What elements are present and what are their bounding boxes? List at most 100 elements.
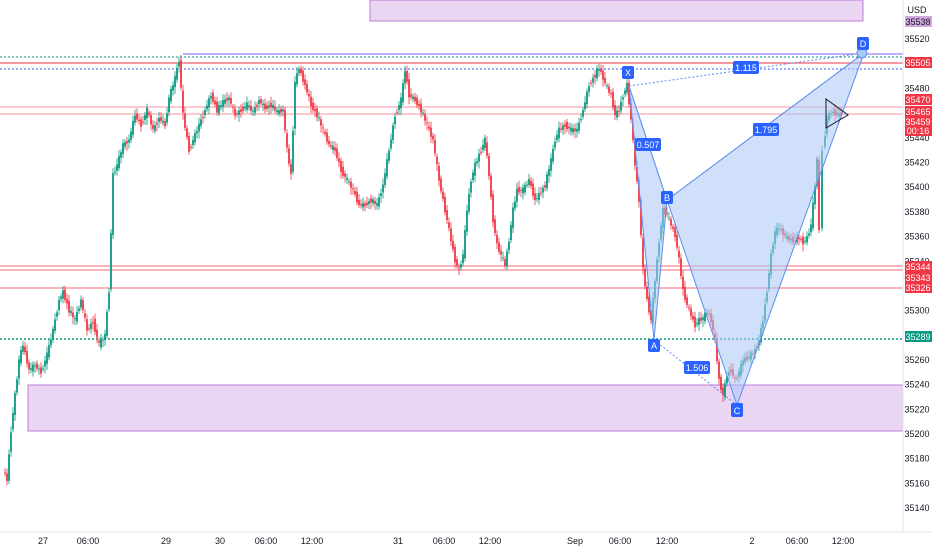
candle-body [494,219,496,234]
candle-body [458,267,460,269]
pattern-point-x[interactable]: X [622,66,634,79]
pattern-point-a[interactable]: A [648,339,660,352]
candle-body [380,193,382,196]
candle-body [250,105,252,111]
candle-body [10,432,12,452]
candle-body [92,322,94,324]
candle-body [614,105,616,115]
candle-body [90,323,92,329]
candle-body [52,328,54,340]
candle-body [678,250,680,258]
candle-body [604,78,606,83]
candle-body [374,200,376,204]
time-label: 27 [38,536,48,546]
pattern-point-c[interactable]: C [731,403,743,417]
candle-body [474,162,476,176]
candle-body [22,345,24,352]
pattern-point-x-label: X [625,68,631,78]
candle-body [418,104,420,107]
ratio-ac[interactable]: 1.506 [684,361,710,374]
candle-body [566,121,568,130]
time-scale[interactable]: 27 06:00 29 30 06:00 12:00 31 06:00 12:00 Sep 06:0… [0,531,932,546]
candle-body [138,119,140,121]
candle-body [466,210,468,232]
candle-body [404,71,406,84]
candle-body [556,135,558,140]
candle-body [208,98,210,108]
candle-body [326,132,328,142]
candle-body [448,222,450,229]
candle-body [590,82,592,84]
ratio-xd[interactable]: 1.115 [733,61,759,74]
candle-body [362,203,364,208]
time-label: Sep [567,536,583,546]
candle-body [276,110,278,113]
candle-body [80,299,82,308]
candle-body [800,238,802,240]
candle-body [684,286,686,300]
time-label: 12:00 [832,536,855,546]
candle-body [452,240,454,250]
candle-body [188,135,190,152]
candle-body [304,79,306,85]
candle-body [72,312,74,318]
pattern-point-d[interactable]: D [857,37,869,50]
candle-body [14,393,16,415]
price-tick: 35160 [904,478,929,488]
candle-body [520,190,522,191]
candle-body [456,259,458,266]
candle-body [534,193,536,200]
candle-body [202,116,204,118]
candle-body [68,300,70,313]
candle-body [60,296,62,300]
candle-body [172,85,174,91]
candle-body [144,115,146,120]
candle-body [152,124,154,129]
time-label: 12:00 [479,536,502,546]
candle-body [550,158,552,171]
candle-body [818,160,820,230]
candle-body [536,198,538,200]
candle-body [278,110,280,114]
ratio-xb[interactable]: 0.507 [635,138,661,151]
candle-body [38,368,40,370]
demand-zone-bottom[interactable] [27,384,904,432]
candle-body [288,148,290,164]
candle-body [680,258,682,277]
candle-body [422,112,424,114]
candle-body [618,110,620,112]
candle-body [158,118,160,122]
candle-body [340,160,342,172]
candle-body [126,140,128,144]
candle-body [580,119,582,121]
candle-body [428,126,430,129]
candle-body [698,318,700,325]
candle-body [518,186,520,193]
pattern-prz-triangle [825,98,849,129]
candle-body [334,147,336,151]
candle-body [424,114,426,121]
candle-body [30,368,32,370]
time-label: 29 [161,536,171,546]
price-scale[interactable]: USD 355203550035480354603544035420354003… [902,0,932,550]
candle-body [472,172,474,180]
candle-body [348,181,350,183]
candle-body [368,201,370,205]
candle-body [244,106,246,109]
pattern-point-b[interactable]: B [661,191,673,204]
candle-body [382,184,384,193]
time-label: 2 [749,536,754,546]
candle-body [576,128,578,132]
time-label: 06:00 [433,536,456,546]
candle-body [76,312,78,322]
candle-body [352,188,354,190]
candle-body [258,100,260,104]
candle-body [174,76,176,88]
candle-body [178,61,180,67]
candle-body [18,359,20,379]
ratio-bd[interactable]: 1.795 [753,123,779,136]
harmonic-pattern[interactable]: X A B C D 0.507 1.506 1.795 [622,37,869,417]
supply-zone-top[interactable] [369,0,864,22]
candle-body [416,97,418,106]
